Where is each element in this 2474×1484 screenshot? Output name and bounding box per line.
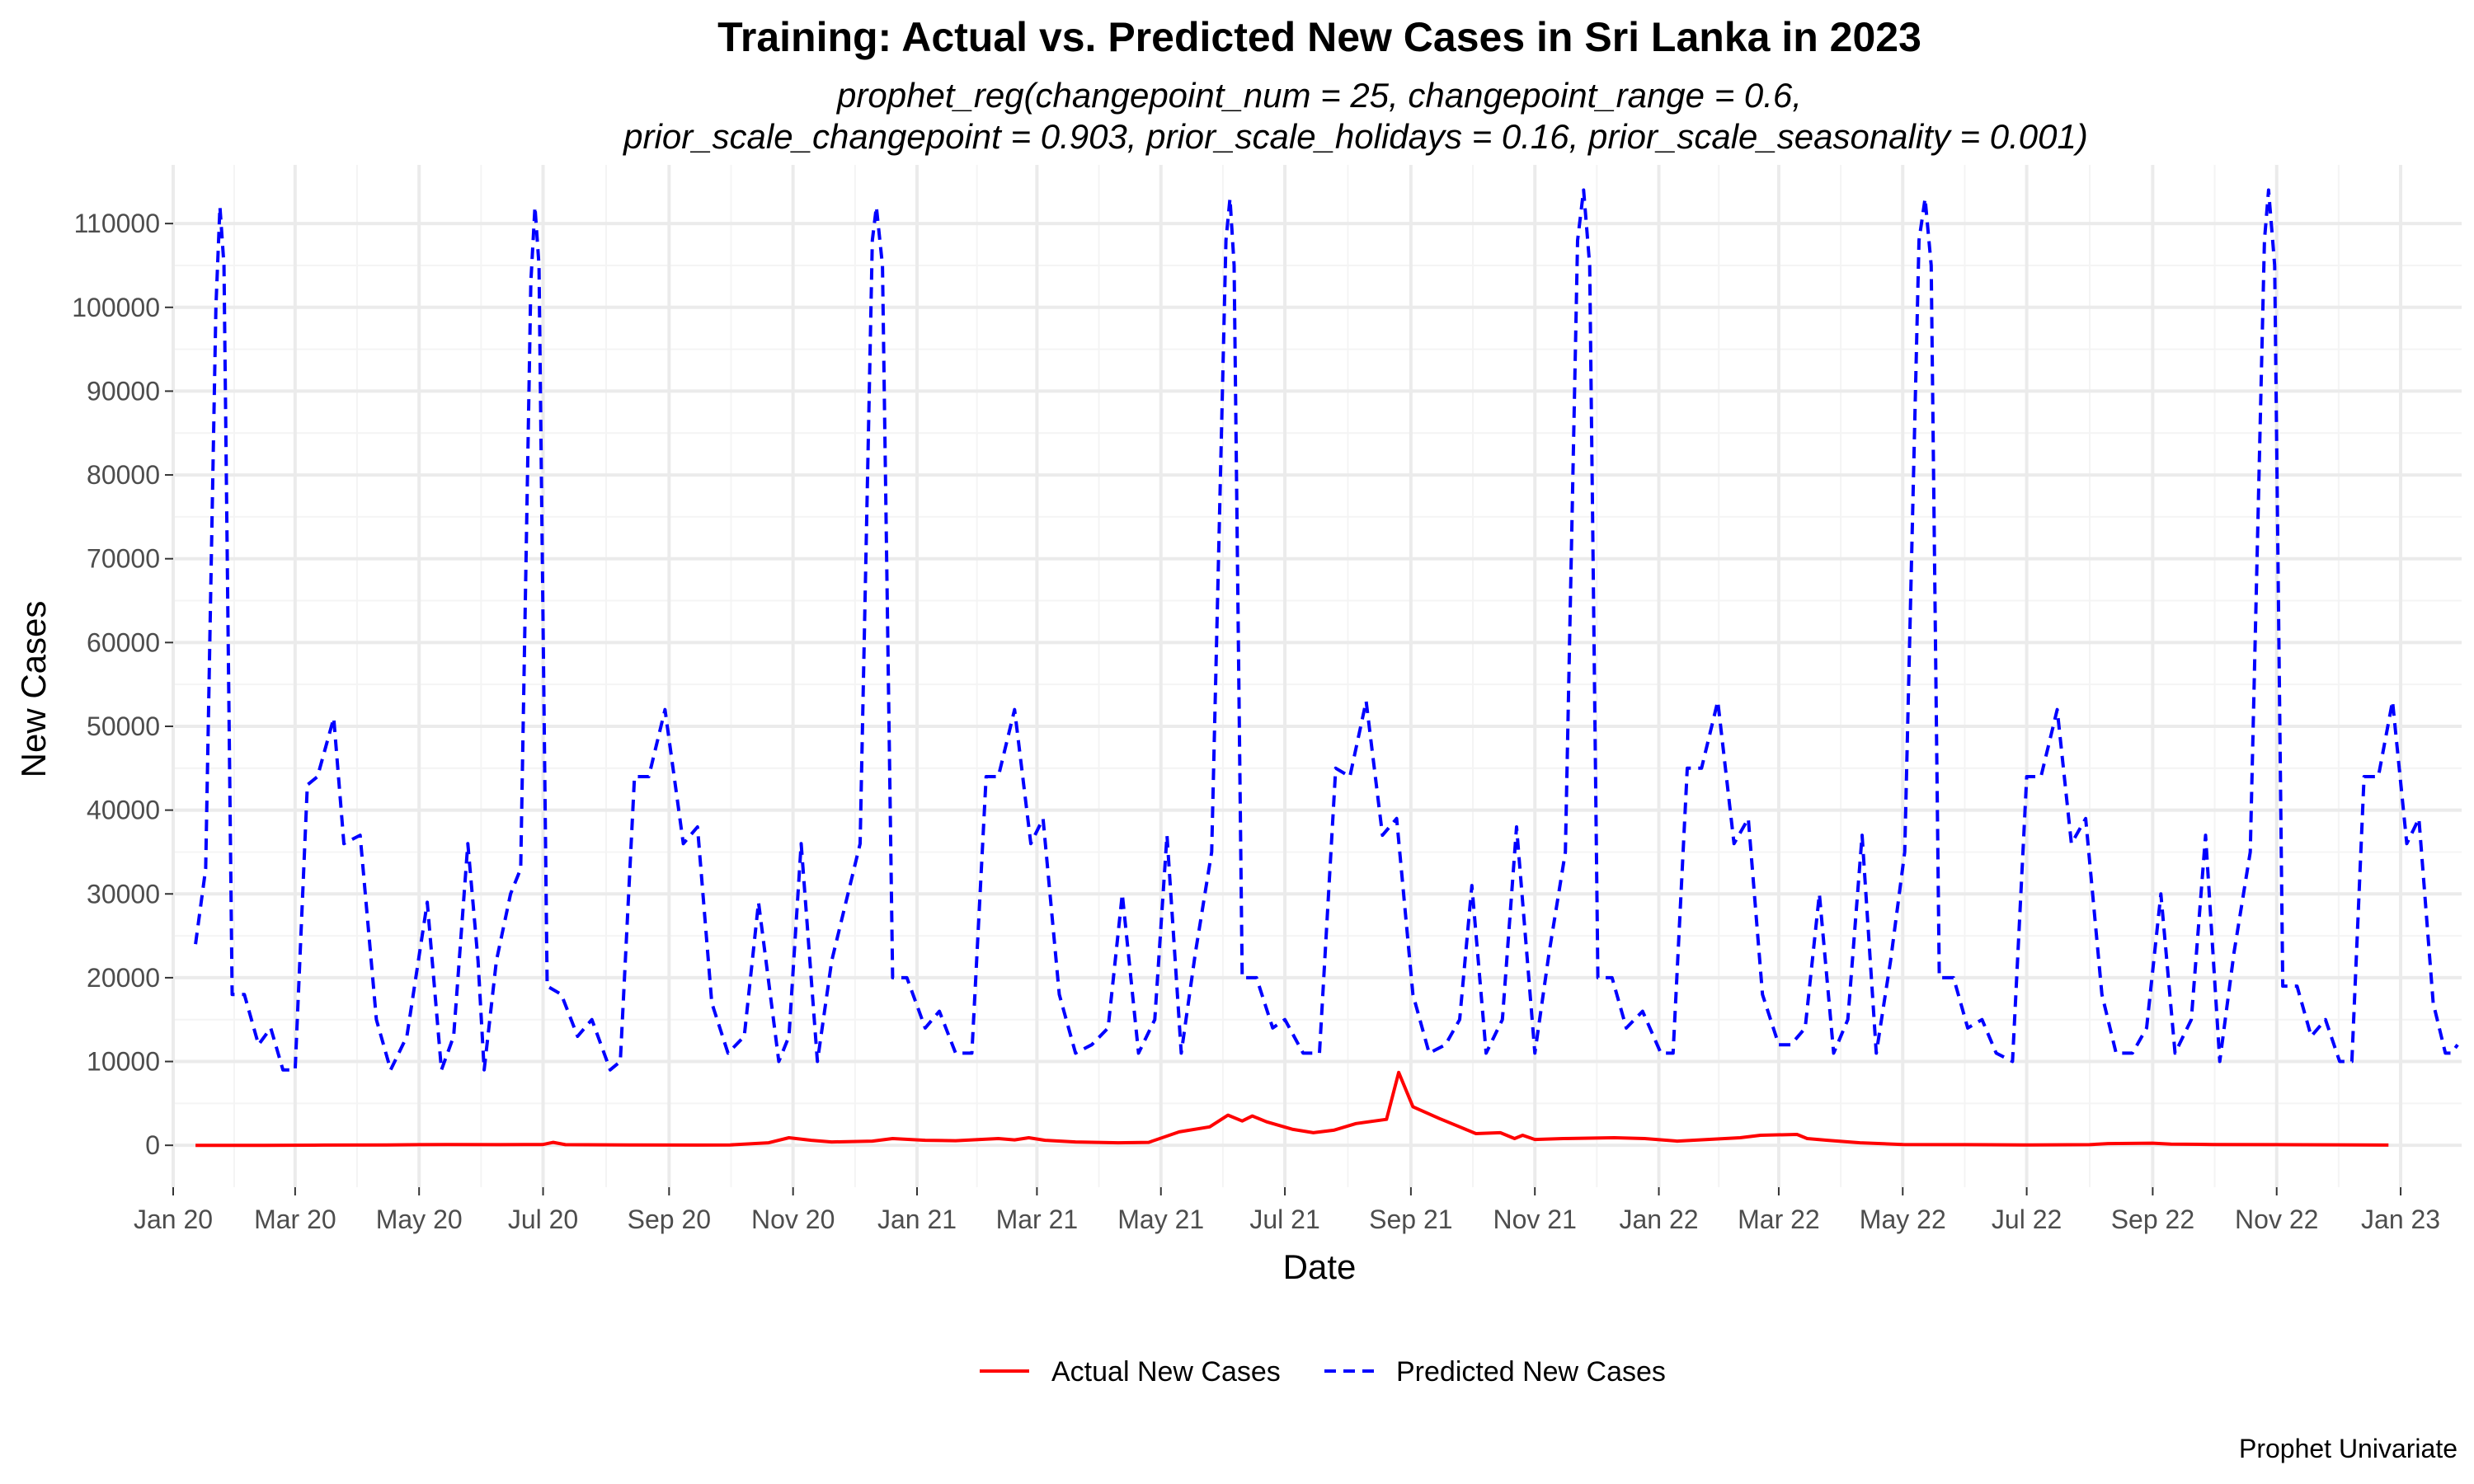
x-tick-label: Nov 20 (751, 1205, 835, 1234)
x-tick-label: Mar 21 (996, 1205, 1079, 1234)
grid-lines (172, 165, 2462, 1187)
x-tick-label: Sep 20 (628, 1205, 711, 1234)
x-tick-label: May 22 (1860, 1205, 1946, 1234)
x-tick-label: Jul 21 (1249, 1205, 1319, 1234)
x-tick-label: May 20 (376, 1205, 463, 1234)
series-line-actual (195, 1070, 2389, 1148)
y-axis-title: New Cases (14, 601, 53, 778)
series-lines (194, 188, 2459, 1148)
y-tick-label: 90000 (87, 376, 160, 406)
x-tick-label: Jan 23 (2361, 1205, 2440, 1234)
x-axis-title: Date (1283, 1247, 1357, 1286)
y-tick-label: 50000 (87, 711, 160, 741)
x-tick-label: Nov 21 (1493, 1205, 1577, 1234)
x-tick-label: Jan 22 (1619, 1205, 1698, 1234)
y-tick-label: 100000 (72, 293, 160, 322)
y-tick-label: 20000 (87, 963, 160, 993)
x-tick-label: Jul 20 (508, 1205, 578, 1234)
x-tick-label: Nov 22 (2235, 1205, 2318, 1234)
y-tick-label: 30000 (87, 879, 160, 909)
chart-title: Training: Actual vs. Predicted New Cases… (717, 14, 1921, 60)
x-axis-ticks: Jan 20 Mar 20 May 20 Jul 20 Sep 20 Nov 20 Jan … (134, 1187, 2440, 1234)
y-tick-label: 0 (145, 1130, 160, 1160)
plot-panel (172, 165, 2462, 1187)
legend-label-predicted: Predicted New Cases (1396, 1356, 1666, 1388)
legend: Actual New Cases Predicted New Cases (980, 1356, 1666, 1388)
x-tick-label: Jan 21 (877, 1205, 957, 1234)
x-tick-label: Mar 22 (1738, 1205, 1820, 1234)
legend-label-actual: Actual New Cases (1051, 1356, 1281, 1388)
y-tick-label: 60000 (87, 627, 160, 657)
y-axis-ticks: 0 10000 20000 30000 40000 50000 60000 70000 8000… (72, 209, 173, 1160)
x-tick-label: Jan 20 (134, 1205, 213, 1234)
x-tick-label: May 21 (1117, 1205, 1204, 1234)
chart-caption: Prophet Univariate (2239, 1434, 2458, 1463)
y-tick-label: 80000 (87, 460, 160, 490)
x-tick-label: Jul 22 (1992, 1205, 2062, 1234)
chart-subtitle-line2: prior_scale_changepoint = 0.903, prior_s… (622, 117, 2088, 156)
x-tick-label: Sep 22 (2111, 1205, 2194, 1234)
x-tick-label: Mar 20 (254, 1205, 336, 1234)
chart-subtitle-line1: prophet_reg(changepoint_num = 25, change… (835, 76, 1802, 115)
x-tick-label: Sep 21 (1369, 1205, 1452, 1234)
y-tick-label: 70000 (87, 544, 160, 574)
y-tick-label: 10000 (87, 1047, 160, 1077)
series-line-predicted (194, 188, 2459, 1072)
y-tick-label: 110000 (74, 209, 160, 238)
y-tick-label: 40000 (87, 796, 160, 825)
